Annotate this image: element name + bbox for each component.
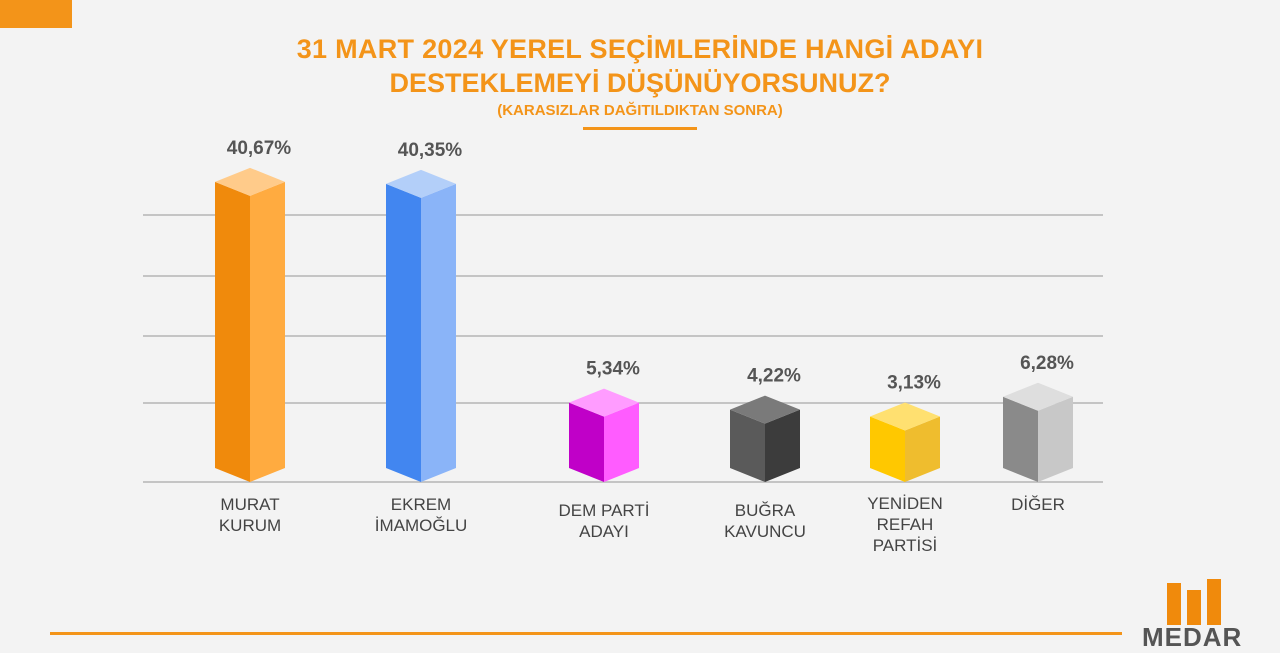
category-label: BUĞRA KAVUNCU xyxy=(695,500,835,542)
category-label: EKREM İMAMOĞLU xyxy=(351,494,491,536)
category-label-line: KAVUNCU xyxy=(724,522,806,541)
bar-top-face xyxy=(569,388,639,417)
data-label: 6,28% xyxy=(1020,353,1074,374)
bar-left-face xyxy=(1003,396,1038,482)
data-label: 5,34% xyxy=(586,359,640,380)
title-underline xyxy=(583,127,697,130)
category-label-line: KURUM xyxy=(218,516,282,535)
data-label: 40,35% xyxy=(398,140,463,161)
bar-top-face xyxy=(870,402,940,431)
bar-left-face xyxy=(569,402,604,482)
bar-left-face xyxy=(730,409,765,482)
bar-top-face xyxy=(386,169,456,198)
category-label-line: PARTİSİ xyxy=(872,536,938,555)
bar-right-face xyxy=(421,183,456,482)
category-label-line: REFAH xyxy=(876,515,934,534)
category-label-line: MURAT xyxy=(220,495,280,514)
category-label: YENİDEN REFAH PARTİSİ xyxy=(835,493,975,556)
bar-right-face xyxy=(250,181,285,482)
bar-top-face xyxy=(730,395,800,424)
bar-left-face xyxy=(386,183,421,482)
category-label: DEM PARTİ ADAYI xyxy=(534,500,674,542)
category-label: DİĞER xyxy=(968,494,1108,515)
footer-line xyxy=(50,632,1122,635)
data-label: 3,13% xyxy=(887,372,941,393)
corner-accent xyxy=(0,0,72,28)
bar-top-face xyxy=(215,167,285,196)
chart-title-line2: DESTEKLEMEYİ DÜŞÜNÜYORSUNUZ? xyxy=(389,68,891,98)
bar-left-face xyxy=(870,416,905,482)
chart-title: 31 MART 2024 YEREL SEÇİMLERİNDE HANGİ AD… xyxy=(296,34,984,64)
bar-right-face xyxy=(765,409,800,482)
category-label-line: ADAYI xyxy=(579,522,629,541)
data-label: 4,22% xyxy=(747,366,801,387)
bar-right-face xyxy=(1038,396,1073,482)
data-label: 40,67% xyxy=(227,138,292,159)
category-label-line: YENİDEN xyxy=(867,494,943,513)
brand-logo-text: MEDAR xyxy=(1142,622,1243,652)
bar-left-face xyxy=(215,181,250,482)
category-label-line: EKREM xyxy=(390,495,452,514)
category-label-line: İMAMOĞLU xyxy=(374,516,468,535)
category-label: MURAT KURUM xyxy=(180,494,320,536)
category-label-line: DİĞER xyxy=(1011,495,1065,514)
bar-right-face xyxy=(905,416,940,482)
chart-subtitle: (KARASIZLAR DAĞITILDIKTAN SONRA) xyxy=(497,102,783,119)
bar-right-face xyxy=(604,402,639,482)
bar-top-face xyxy=(1003,382,1073,411)
category-label-line: BUĞRA xyxy=(734,501,796,520)
category-label-line: DEM PARTİ xyxy=(558,501,650,520)
